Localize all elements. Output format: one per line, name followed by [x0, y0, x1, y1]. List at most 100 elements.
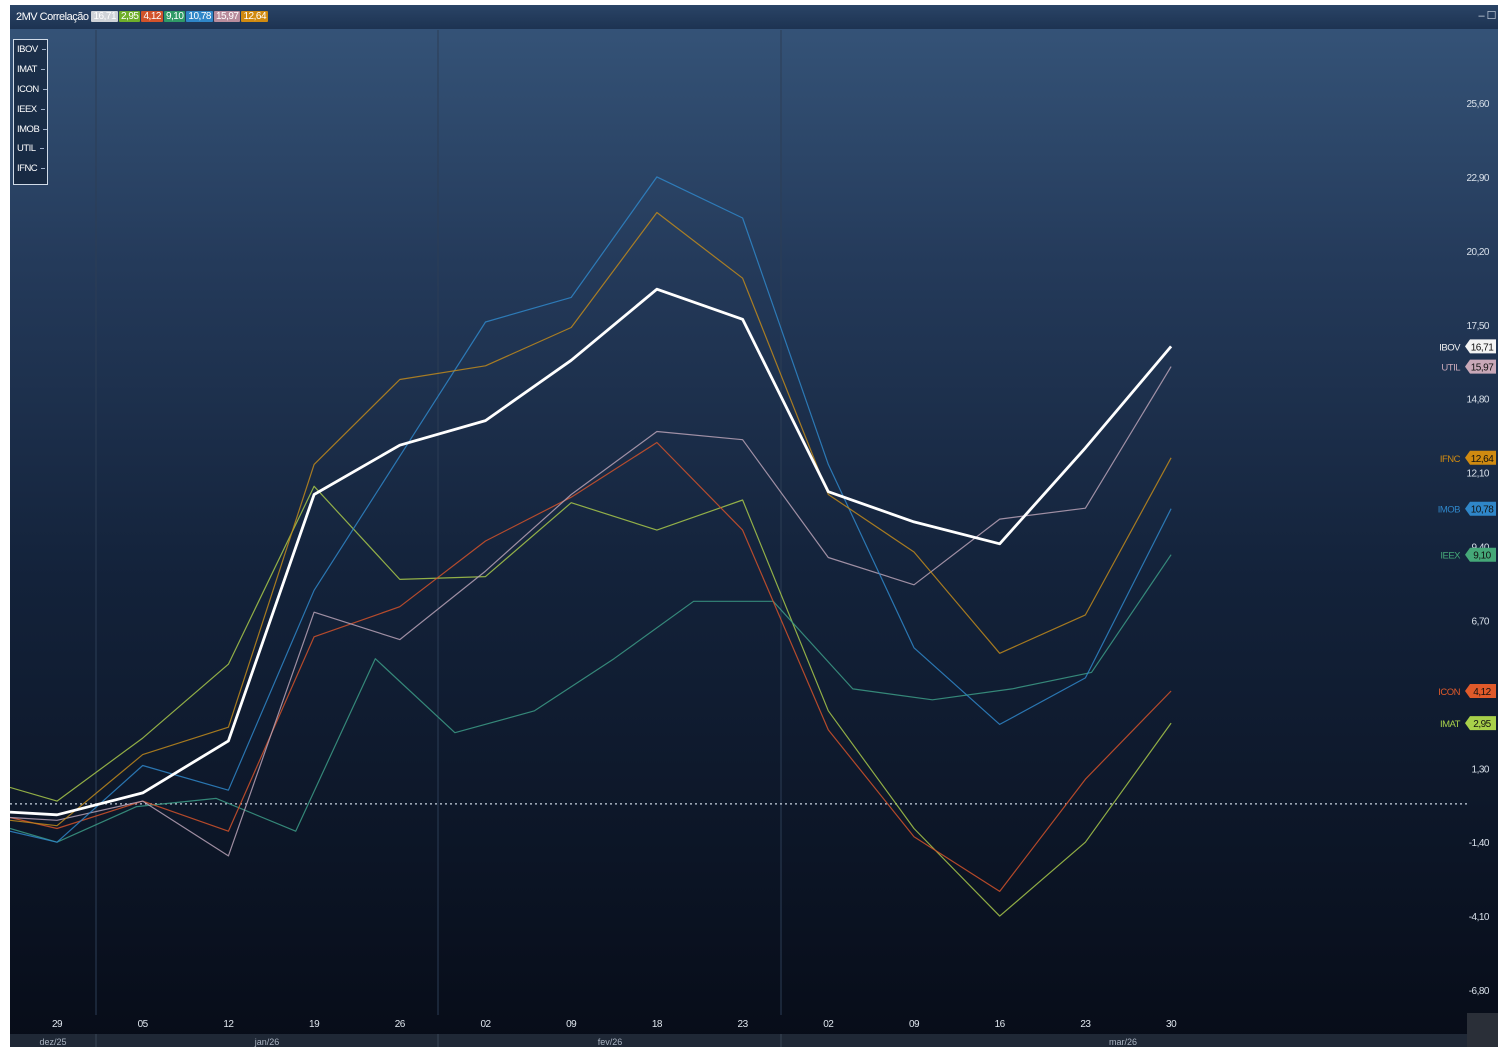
period-label: fev/26 [598, 1037, 623, 1047]
y-tick-label: -4,10 [1469, 912, 1490, 923]
x-tick-label: 05 [138, 1019, 149, 1030]
value-tag-value: 4,12 [1473, 687, 1491, 698]
value-tag-imob: IMOB 10,78 [1438, 501, 1496, 516]
x-tick-label: 30 [1166, 1019, 1177, 1030]
value-tag-ifnc: IFNC 12,64 [1440, 450, 1496, 465]
value-tag-util: UTIL 15,97 [1441, 359, 1496, 374]
legend-item-ifnc[interactable]: IFNC [14, 159, 47, 179]
header-value-1: 2,95 [119, 11, 141, 22]
value-tag-ibov: IBOV 16,71 [1439, 339, 1496, 354]
legend-line-marker [41, 168, 46, 170]
x-tick-label: 09 [566, 1019, 577, 1030]
x-tick-label: 18 [652, 1019, 663, 1030]
legend-item-util[interactable]: UTIL [14, 139, 47, 159]
legend-line-marker [41, 49, 46, 51]
x-tick-label: 16 [995, 1019, 1006, 1030]
y-tick-label: 17,50 [1466, 321, 1489, 332]
header-value-0: 16,71 [91, 11, 119, 22]
header-value-2: 4,12 [141, 11, 163, 22]
y-tick-label: 22,90 [1466, 173, 1489, 184]
legend-line-marker [43, 128, 47, 130]
y-tick-label: 12,10 [1466, 469, 1489, 480]
x-tick-label: 19 [309, 1019, 320, 1030]
header-value-5: 15,97 [213, 11, 241, 22]
value-tag-value: 9,10 [1473, 551, 1491, 562]
value-tag-box [1465, 716, 1496, 731]
series-line-ibov [10, 287, 1173, 817]
series-line-ieex [10, 554, 1172, 843]
value-tag-icon: ICON 4,12 [1438, 684, 1496, 699]
x-tick-label: 29 [52, 1019, 63, 1030]
period-band [10, 1034, 1468, 1047]
legend-label: IBOV [17, 44, 38, 56]
value-tag-value: 2,95 [1473, 719, 1491, 730]
value-tag-name: IMOB [1438, 505, 1460, 516]
legend-label: IMOB [17, 123, 40, 135]
value-tag-ieex: IEEX 9,10 [1440, 547, 1496, 562]
value-tag-value: 12,64 [1471, 454, 1494, 465]
header-value-4: 10,78 [186, 11, 213, 22]
legend-label: IEEX [17, 103, 37, 115]
header-value-6: 12,64 [241, 11, 269, 22]
legend-item-imat[interactable]: IMAT [14, 60, 47, 80]
y-tick-label: 14,80 [1466, 395, 1489, 406]
legend-item-icon[interactable]: ICON [14, 80, 47, 100]
value-tag-box [1465, 450, 1496, 465]
x-tick-label: 09 [909, 1019, 920, 1030]
value-tag-imat: IMAT 2,95 [1440, 716, 1496, 731]
value-tag-value: 10,78 [1471, 505, 1494, 516]
period-label: mar/26 [1109, 1037, 1137, 1047]
value-tag-box [1465, 339, 1496, 354]
value-tag-box [1465, 684, 1496, 699]
title-bar: 2MV Correlação 16,71 2,95 4,12 9,10 10,78 15,… [10, 5, 1498, 29]
window-controls[interactable]: – ☐ [1478, 10, 1496, 22]
period-label: dez/25 [39, 1037, 66, 1047]
legend-line-marker [39, 148, 44, 150]
y-tick-label: 20,20 [1466, 247, 1489, 258]
chart-title: 2MV Correlação [16, 11, 89, 23]
value-tag-value: 16,71 [1471, 342, 1494, 353]
y-tick-label: 1,30 [1472, 764, 1490, 775]
value-tag-box [1465, 501, 1496, 516]
value-tag-name: IBOV [1439, 342, 1461, 353]
x-tick-label: 23 [1080, 1019, 1091, 1030]
y-tick-label: 6,70 [1472, 616, 1490, 627]
legend-line-marker [41, 69, 45, 71]
value-tag-name: ICON [1438, 687, 1460, 698]
legend-label: UTIL [17, 143, 36, 155]
series-line-icon [10, 441, 1172, 893]
header-value-badges: 16,71 2,95 4,12 9,10 10,78 15,97 12,64 [91, 10, 269, 24]
series-line-imat [10, 485, 1172, 917]
value-tag-box [1465, 547, 1496, 562]
y-tick-label: 25,60 [1466, 99, 1489, 110]
x-tick-label: 12 [223, 1019, 234, 1030]
scroll-corner[interactable] [1467, 1013, 1498, 1047]
legend-item-ieex[interactable]: IEEX [14, 99, 47, 119]
legend-item-imob[interactable]: IMOB [14, 119, 47, 139]
y-tick-label: -6,80 [1469, 986, 1490, 997]
value-tag-name: UTIL [1441, 363, 1460, 374]
legend-label: ICON [17, 83, 39, 95]
y-tick-label: -1,40 [1469, 838, 1490, 849]
header-value-3: 9,10 [163, 11, 186, 22]
x-tick-label: 26 [395, 1019, 406, 1030]
x-tick-label: 02 [823, 1019, 834, 1030]
legend-label: IMAT [17, 64, 38, 76]
chart-window: 2MV Correlação 16,71 2,95 4,12 9,10 10,78 15,… [10, 5, 1498, 1047]
series-line-util [10, 366, 1172, 857]
period-label: jan/26 [254, 1037, 280, 1047]
legend-box: IBOV IMAT ICON IEEX IMOB UTIL IFNC [13, 39, 48, 185]
legend-item-ibov[interactable]: IBOV [14, 40, 47, 60]
legend-line-marker [42, 88, 47, 90]
line-chart: 25,6022,9020,2017,5014,8012,109,406,701,… [10, 30, 1496, 1047]
value-tag-name: IEEX [1440, 551, 1461, 562]
x-tick-label: 23 [738, 1019, 749, 1030]
x-tick-label: 02 [480, 1019, 491, 1030]
series-line-imob [10, 176, 1172, 843]
series-line-ifnc [10, 211, 1172, 827]
value-tag-box [1465, 359, 1496, 374]
value-tag-value: 15,97 [1471, 363, 1494, 374]
value-tag-name: IFNC [1440, 454, 1461, 465]
legend-label: IFNC [17, 163, 38, 175]
legend-line-marker [40, 108, 45, 110]
